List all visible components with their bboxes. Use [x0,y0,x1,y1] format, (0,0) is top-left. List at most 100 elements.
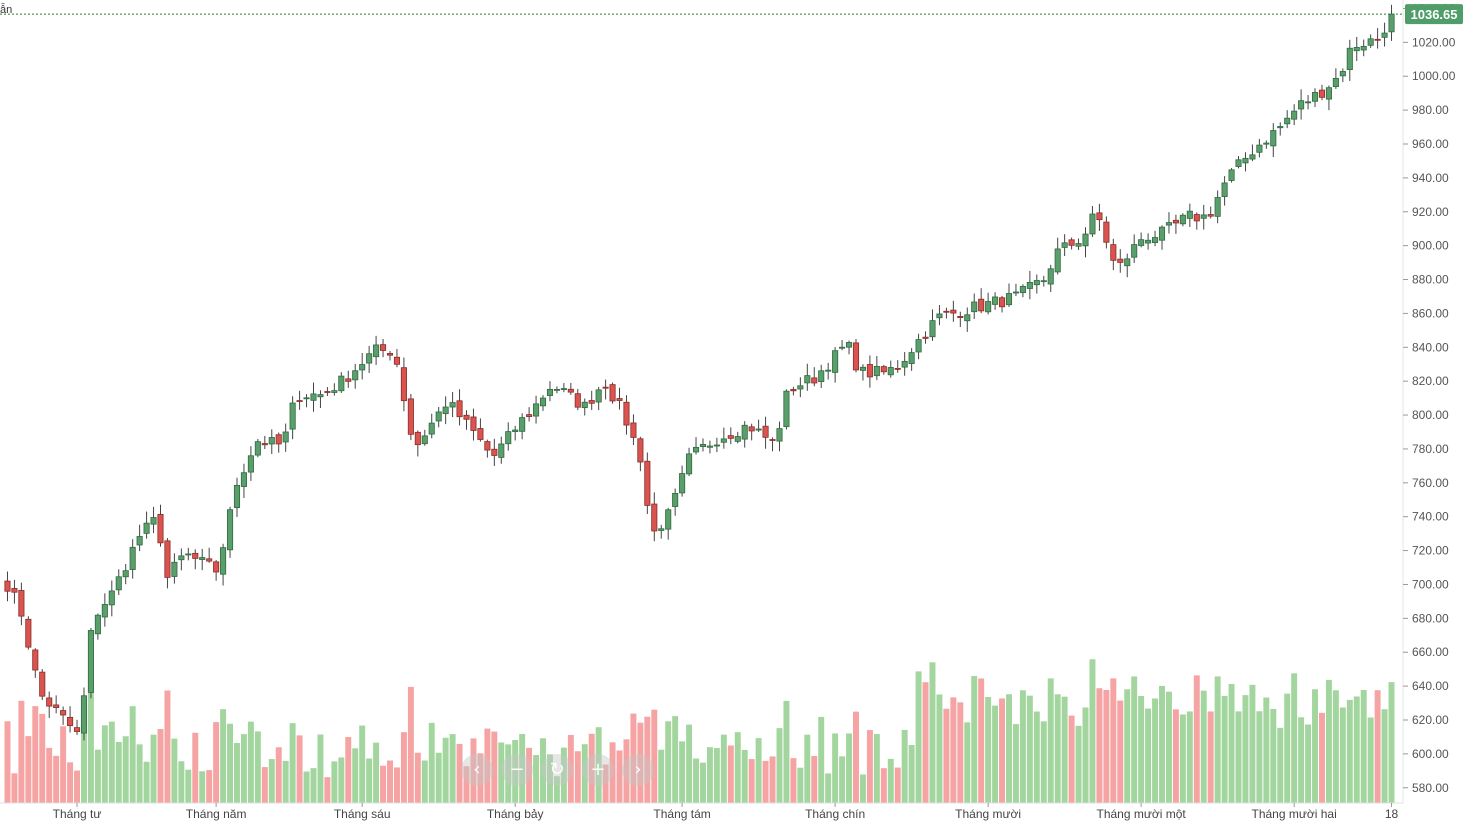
y-tick-label: 740.00 [1412,510,1449,524]
volume-bar [679,741,686,803]
candle-body [595,389,602,403]
candle-body [957,316,964,319]
candle-body [797,385,804,390]
scroll-left-button[interactable]: ‹ [461,754,493,786]
volume-bar [199,771,206,803]
candle-body [233,484,241,508]
volume-bar [470,738,477,803]
candle-body [699,444,707,447]
volume-bar [1207,711,1214,803]
candle-body [1158,226,1166,241]
candle-body [1381,32,1388,38]
candle-body [616,398,623,401]
candle-body [873,365,880,377]
candle-body [1019,285,1026,294]
candle-body [1360,45,1367,51]
candle-body [11,588,18,593]
candle-body [101,604,108,618]
reset-button[interactable]: ↻ [541,754,573,786]
volume-bar [1096,688,1103,803]
candle-body [32,649,39,671]
candle-body [1040,280,1047,283]
volume-bar [853,711,859,803]
candle-body [171,561,178,577]
zoom-in-button[interactable]: + [582,754,614,786]
candle-body [692,446,700,453]
volume-bar [32,706,39,803]
volume-bar [1012,724,1019,803]
y-tick-label: 760.00 [1412,476,1449,490]
candle-body [602,386,609,389]
volume-bar [533,755,540,803]
volume-bar [407,686,414,803]
volume-bar [1242,695,1249,803]
candle-body [588,400,595,404]
volume-bar [623,739,630,803]
candle-body [352,370,359,381]
candle-body [108,590,115,606]
volume-bar [39,713,46,803]
candle-body [1179,214,1186,225]
volume-bar [1256,711,1263,803]
candle-body [1332,77,1339,88]
candle-body [407,398,414,435]
candle-body [435,411,442,422]
volume-bar [74,770,81,803]
volume-bar [53,755,60,803]
volume-bar [1179,714,1186,803]
volume-bar [859,774,866,803]
candle-body [672,492,679,507]
volume-bar [1346,699,1353,803]
volume-bar [922,682,929,803]
volume-bar [67,762,74,803]
volume-bar [519,733,526,803]
volume-bar [227,723,234,803]
candle-body [1214,197,1221,217]
candle-body [199,557,206,560]
candle-body [762,425,769,438]
volume-bar [1235,711,1242,803]
candle-body [811,377,818,384]
candle-body [386,353,394,356]
candle-body [644,460,651,506]
volume-bar [1367,717,1374,803]
candle-body [157,514,164,544]
candle-body [1242,158,1249,164]
volume-bar [178,761,185,803]
volume-bar [574,751,581,803]
x-tick-label: Tháng tư [53,807,102,821]
volume-bar [700,762,706,803]
candle-body [46,697,53,707]
candle-body [470,416,477,431]
volume-bar [18,700,25,803]
candle-body [776,428,783,442]
candle-body [115,576,122,591]
candle-body [727,435,734,439]
volume-bar [136,744,143,803]
candle-body [1228,169,1235,181]
candle-body [734,436,741,442]
volume-bar [1332,690,1339,803]
x-tick-label: Tháng bảy [487,807,544,821]
volume-bar [825,773,832,803]
candle-body [1165,222,1173,226]
volume-bar [567,734,574,803]
scroll-right-button[interactable]: › [622,754,654,786]
volume-bar [206,770,213,803]
y-tick-label: 600.00 [1412,747,1449,761]
candle-body [741,424,748,440]
volume-bar [686,724,693,803]
volume-bar [498,742,505,803]
candle-body [1193,214,1200,222]
candle-body [1033,280,1040,286]
candle-body [373,344,380,358]
volume-bar [929,662,936,803]
volume-bar [1006,694,1012,803]
volume-bar [491,731,498,803]
volume-bar [310,768,317,803]
volume-bar [693,758,699,803]
zoom-out-button[interactable]: − [501,754,533,786]
volume-bar [1033,711,1040,803]
